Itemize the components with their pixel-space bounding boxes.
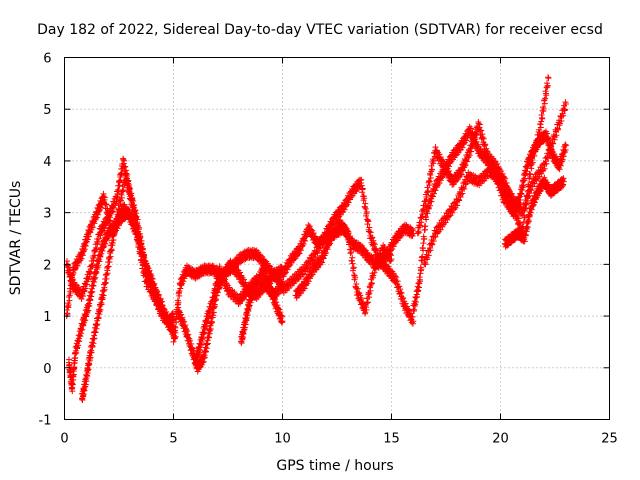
data-point [76,259,83,266]
data-point [82,243,89,250]
series-trace-l [410,123,508,314]
data-point [97,232,104,239]
x-axis-label: GPS time / hours [276,458,393,474]
data-point [91,220,98,227]
data-point [422,223,429,230]
x-tick-label: 5 [169,432,177,447]
data-point [79,252,86,259]
data-point [66,267,73,274]
data-point [422,261,429,268]
data-point [420,240,427,247]
data-point [110,204,117,211]
data-point [100,193,107,200]
data-point [84,281,91,288]
data-points [63,74,569,404]
y-tick-label: 0 [43,362,51,377]
data-point [121,157,128,164]
data-point [98,228,105,235]
data-point [432,144,439,151]
data-point [66,297,73,304]
y-tick-label: 1 [43,310,51,325]
x-tick-label: 10 [274,432,291,447]
data-point [75,284,82,291]
data-point [85,233,92,240]
data-point [98,204,105,211]
data-point [96,208,103,215]
data-point [67,289,74,296]
data-point [72,354,79,361]
y-tick-label: 5 [43,103,51,118]
data-point [417,270,424,277]
data-point [539,115,546,122]
data-point [95,211,102,218]
x-tick-label: 25 [601,432,618,447]
data-point [103,201,110,208]
plot-frame [64,57,610,420]
data-point [350,264,357,271]
data-point [545,75,552,82]
y-tick-label: 6 [43,52,51,67]
data-point [86,270,93,277]
data-point [101,194,108,201]
x-tick-label: 20 [492,432,509,447]
data-point [113,195,120,202]
data-point [85,276,92,283]
data-point [92,215,99,222]
data-point [88,224,95,231]
data-point [81,242,88,249]
data-point [114,193,121,200]
y-tick-label: -1 [39,414,52,429]
data-point [68,281,75,288]
data-point [65,302,72,309]
y-tick-label: 2 [43,258,51,273]
data-point [170,338,177,345]
y-tick-label: 4 [43,155,51,170]
grid [64,57,610,420]
x-tick-label: 0 [60,432,68,447]
x-tick-label: 15 [383,432,400,447]
data-point [415,229,422,236]
data-point [74,262,81,269]
chart-title: Day 182 of 2022, Sidereal Day-to-day VTE… [37,22,603,38]
y-axis-label: SDTVAR / TECUs [8,181,24,296]
data-point [70,270,77,277]
data-point [87,229,94,236]
data-point [542,161,549,168]
data-point [80,293,87,300]
data-point [122,163,129,170]
data-point [90,255,97,262]
data-point [65,356,72,363]
y-tick-label: 3 [43,207,51,222]
data-point [120,156,127,163]
data-point [459,185,466,192]
data-point [105,211,112,218]
